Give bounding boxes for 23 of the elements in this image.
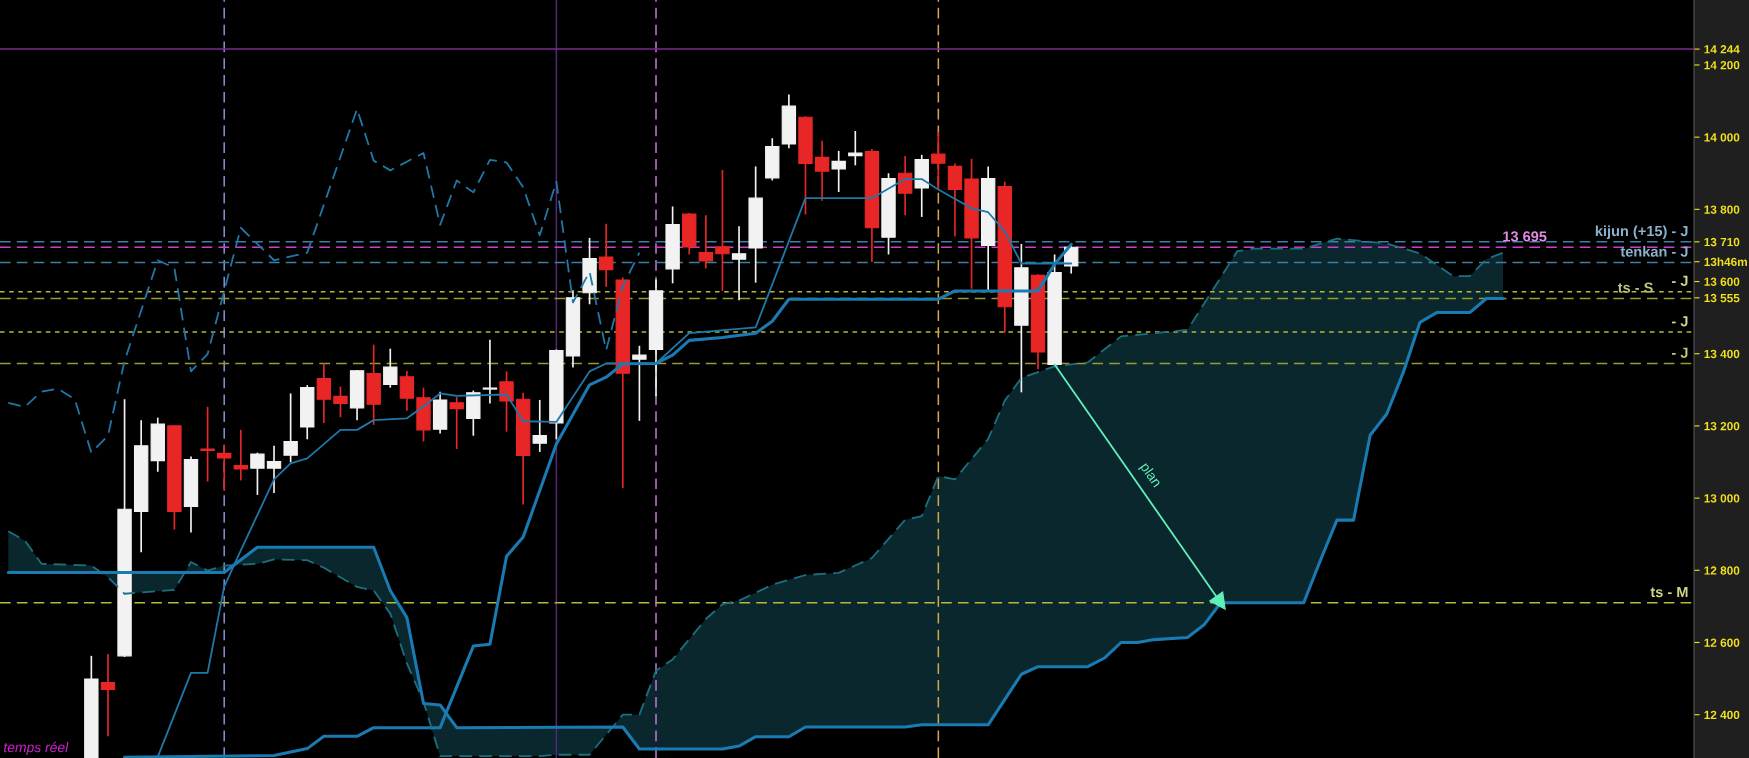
y-tick-label: 13 800 [1704, 205, 1740, 214]
y-tick-label: 13 400 [1704, 349, 1740, 359]
annotation: temps réel [4, 741, 69, 755]
y-tick-label: 12 400 [1704, 710, 1740, 720]
y-tick-label: 14 244 [1704, 45, 1740, 54]
y-tick-label: 12 800 [1704, 566, 1740, 575]
ref-line-label: ts - S [1617, 282, 1653, 293]
ref-line-label: - J [1672, 275, 1688, 286]
ref-line-label: - J [1672, 316, 1688, 327]
y-tick-label: 14 200 [1704, 61, 1740, 70]
ref-line-label: - J [1672, 347, 1688, 358]
ref-line-label: 13 695 [1503, 231, 1547, 242]
y-tick-label: 13h46m [1704, 257, 1747, 267]
y-tick-label: 13 200 [1704, 421, 1740, 431]
y-tick-label: 12 600 [1704, 638, 1740, 647]
y-tick-label: 13 710 [1704, 237, 1740, 247]
y-tick-label: 14 000 [1704, 133, 1740, 142]
ref-line-label: kijun (+15) - J [1595, 225, 1688, 240]
ref-line-label: ts - M [1650, 586, 1688, 598]
y-tick-label: 13 555 [1704, 293, 1740, 303]
ref-line-label: tenkan - J [1620, 246, 1688, 257]
y-tick-label: 13 000 [1704, 494, 1740, 503]
y-tick-label: 13 600 [1704, 277, 1740, 286]
